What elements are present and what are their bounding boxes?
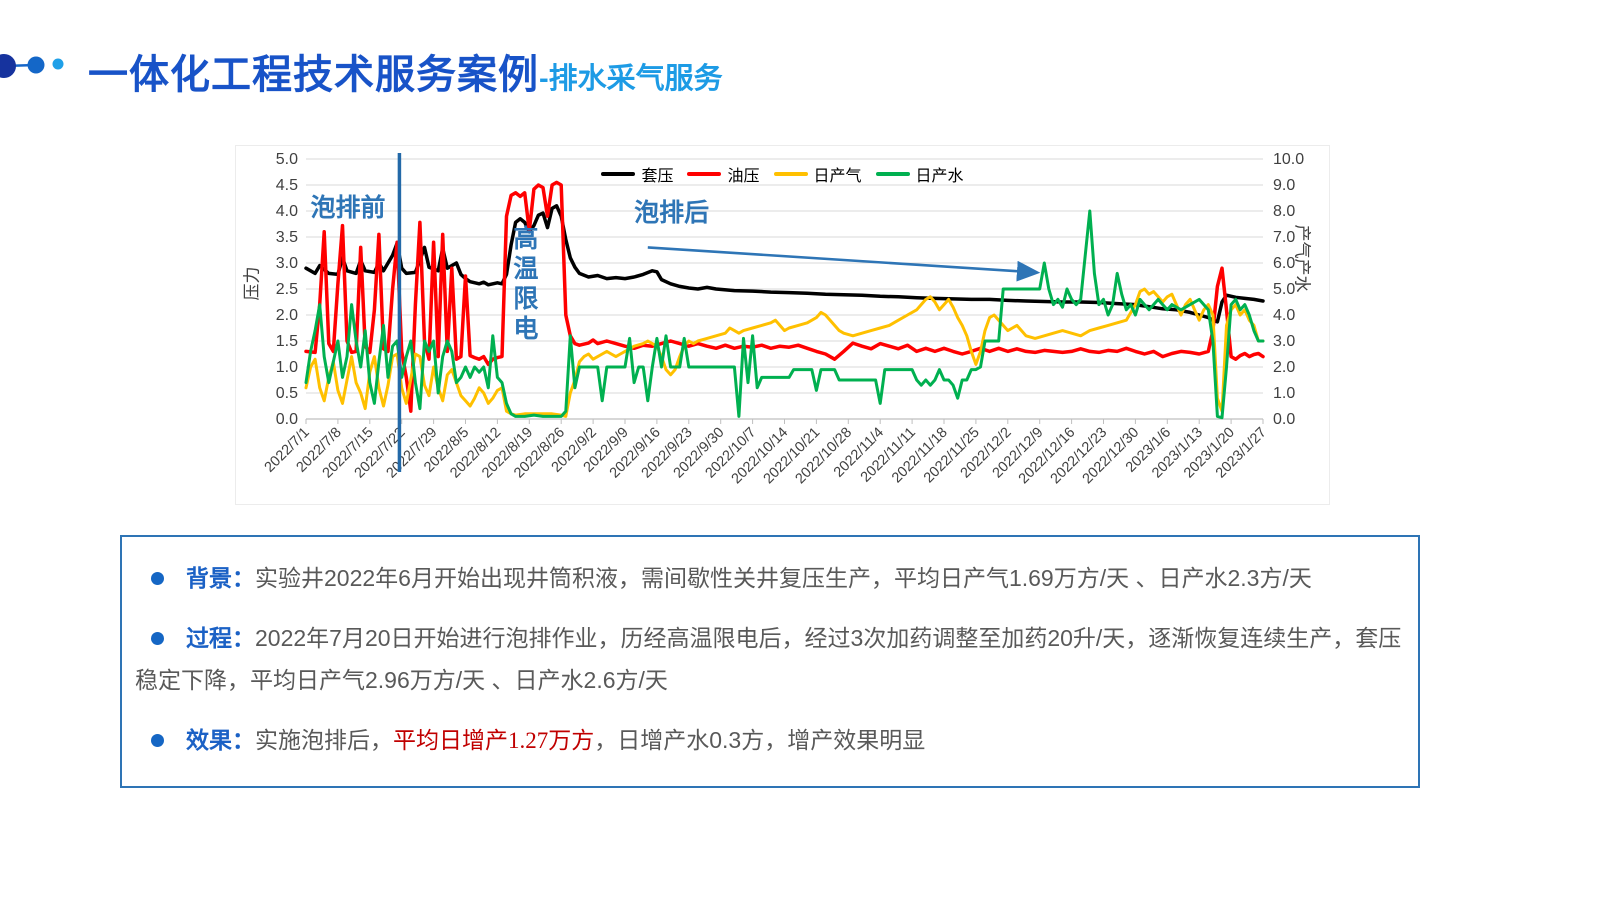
page-title-main: 一体化工程技术服务案例 bbox=[88, 53, 539, 97]
svg-text:3.5: 3.5 bbox=[276, 229, 298, 246]
bullet-dot-icon bbox=[151, 632, 164, 646]
svg-text:2.0: 2.0 bbox=[276, 307, 298, 324]
x-axis-labels: 2022/7/12022/7/82022/7/152022/7/222022/7… bbox=[262, 419, 1270, 487]
annotation-power-restriction: 高温限电 bbox=[509, 225, 538, 346]
svg-text:1.0: 1.0 bbox=[1273, 385, 1295, 402]
svg-text:2.0: 2.0 bbox=[1273, 359, 1295, 376]
highlight-red-text: 平均日增产1.27万方 bbox=[393, 728, 595, 753]
page-title: 一体化工程技术服务案例 -排水采气服务 bbox=[88, 42, 723, 100]
svg-text:2.5: 2.5 bbox=[276, 281, 298, 298]
bullet-item-background: 背景：实验井2022年6月开始出现井筒积液，需间歇性关井复压生产，平均日产气1.… bbox=[135, 557, 1404, 599]
svg-text:5.0: 5.0 bbox=[276, 151, 298, 168]
notes-box: 背景：实验井2022年6月开始出现井筒积液，需间歇性关井复压生产，平均日产气1.… bbox=[120, 535, 1420, 788]
chart-panel: 5.0 4.5 4.0 3.5 3.0 2.5 2.0 1.5 1.0 0.5 0.0 10.0 9.0… bbox=[235, 145, 1330, 505]
bullet-text: 实验井2022年6月开始出现井筒积液，需间歇性关井复压生产，平均日产气1.69万… bbox=[255, 565, 1312, 591]
bullet-item-result: 效果：实施泡排后，平均日增产1.27万方，日增产水0.3方，增产效果明显 bbox=[135, 719, 1404, 762]
header: 一体化工程技术服务案例 -排水采气服务 bbox=[0, 18, 1600, 97]
annotation-before-foam-drainage: 泡排前 bbox=[310, 193, 386, 222]
trend-arrow-icon bbox=[647, 246, 1041, 282]
bullet-label: 过程： bbox=[186, 625, 255, 651]
svg-text:4.5: 4.5 bbox=[276, 177, 298, 194]
svg-text:7.0: 7.0 bbox=[1273, 229, 1295, 246]
svg-text:4.0: 4.0 bbox=[1273, 307, 1295, 324]
page-title-sub: -排水采气服务 bbox=[539, 63, 723, 95]
svg-text:1.0: 1.0 bbox=[276, 359, 298, 376]
bullet-text: ，日增产水0.3方，增产效果明显 bbox=[594, 727, 926, 753]
svg-text:3.0: 3.0 bbox=[1273, 333, 1295, 350]
bullet-text: 2022年7月20日开始进行泡排作业，历经高温限电后，经过3次加药调整至加药20… bbox=[135, 625, 1402, 693]
bullet-text: 实施泡排后， bbox=[255, 727, 393, 753]
bullet-dot-icon bbox=[151, 572, 164, 586]
series-line-tubing-pressure bbox=[304, 180, 1265, 413]
right-axis-tick-labels: 10.0 9.0 8.0 7.0 6.0 5.0 4.0 3.0 2.0 1.0 0.0 bbox=[1273, 151, 1304, 428]
svg-text:3.0: 3.0 bbox=[276, 255, 298, 272]
series-line-daily-water bbox=[304, 209, 1265, 420]
chart-svg: 5.0 4.5 4.0 3.5 3.0 2.5 2.0 1.5 1.0 0.5 0.0 10.0 9.0… bbox=[262, 151, 1305, 487]
bullet-item-process: 过程：2022年7月20日开始进行泡排作业，历经高温限电后，经过3次加药调整至加… bbox=[135, 617, 1404, 701]
series-line-casing-pressure bbox=[304, 204, 1265, 324]
svg-text:8.0: 8.0 bbox=[1273, 203, 1295, 220]
left-axis-title: 压力 bbox=[242, 266, 262, 301]
svg-text:9.0: 9.0 bbox=[1273, 177, 1295, 194]
svg-text:5.0: 5.0 bbox=[1273, 281, 1295, 298]
bullet-label: 效果： bbox=[186, 727, 255, 753]
svg-text:1.5: 1.5 bbox=[276, 333, 298, 350]
svg-text:6.0: 6.0 bbox=[1273, 255, 1295, 272]
annotation-after-foam-drainage: 泡排后 bbox=[634, 198, 710, 227]
svg-text:10.0: 10.0 bbox=[1273, 151, 1304, 168]
left-axis-tick-labels: 5.0 4.5 4.0 3.5 3.0 2.5 2.0 1.5 1.0 0.5 0.0 bbox=[276, 151, 298, 428]
bullet-dot-icon bbox=[151, 734, 164, 748]
svg-text:0.0: 0.0 bbox=[1273, 411, 1295, 428]
svg-text:0.5: 0.5 bbox=[276, 385, 298, 402]
series-line-daily-gas bbox=[304, 287, 1265, 418]
bullet-label: 背景： bbox=[186, 565, 255, 591]
decorative-dots-icon bbox=[0, 54, 64, 78]
svg-text:0.0: 0.0 bbox=[276, 411, 298, 428]
right-axis-title: 产气产水 bbox=[1292, 224, 1312, 293]
svg-text:4.0: 4.0 bbox=[276, 203, 298, 220]
